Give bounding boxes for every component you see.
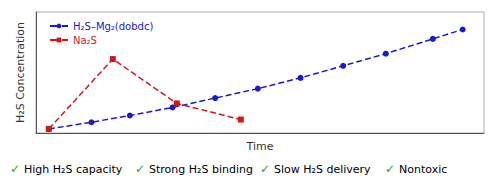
svg-text:✓: ✓ <box>260 162 270 176</box>
svg-text:H₂S–Mg₂(dobdc): H₂S–Mg₂(dobdc) <box>73 21 153 32</box>
svg-text:Time: Time <box>246 140 274 153</box>
svg-text:✓: ✓ <box>385 162 395 176</box>
svg-text:✓: ✓ <box>135 162 145 176</box>
svg-text:High H₂S capacity: High H₂S capacity <box>24 163 123 176</box>
svg-text:✓: ✓ <box>10 162 20 176</box>
svg-text:H₂S Concentration: H₂S Concentration <box>14 22 27 123</box>
svg-text:Nontoxic: Nontoxic <box>399 163 447 176</box>
svg-text:Slow H₂S delivery: Slow H₂S delivery <box>274 163 371 176</box>
svg-text:Strong H₂S binding: Strong H₂S binding <box>149 163 253 176</box>
svg-text:Na₂S: Na₂S <box>73 35 97 46</box>
